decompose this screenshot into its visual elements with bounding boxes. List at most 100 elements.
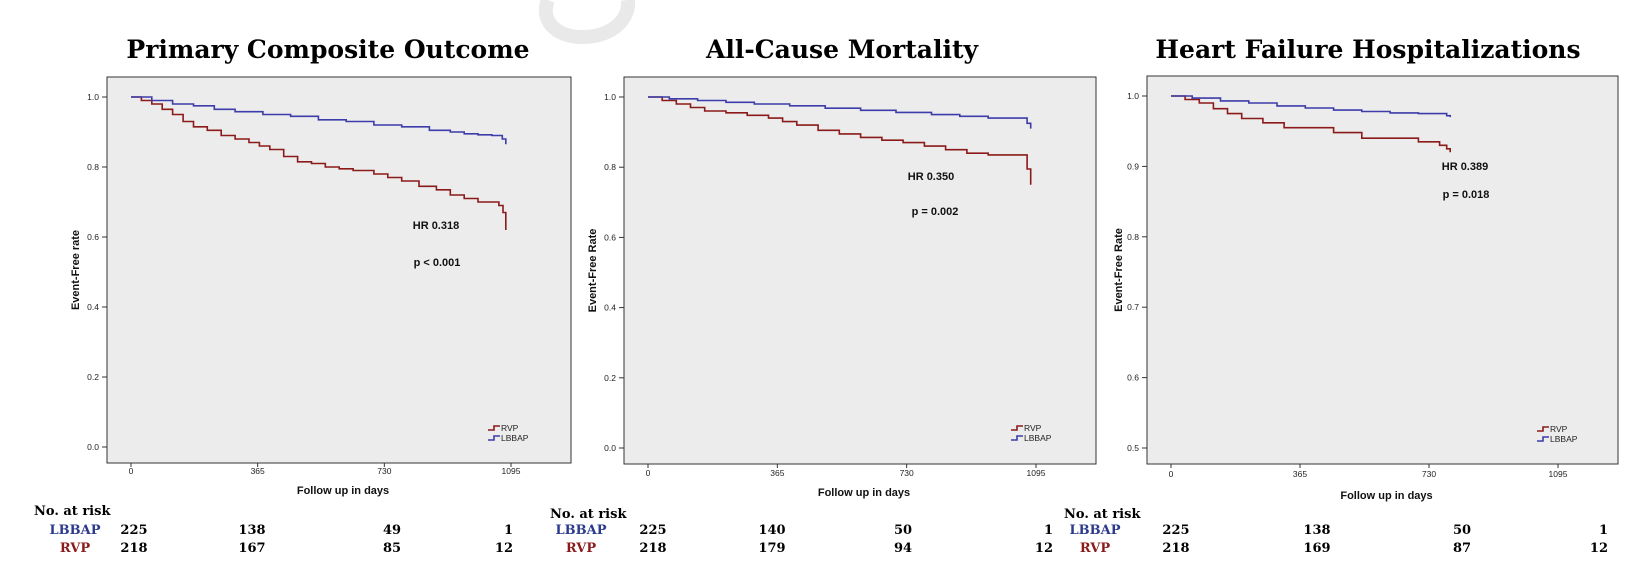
- x-tick-label: 1095: [1027, 468, 1046, 478]
- x-tick-label: 1095: [502, 466, 521, 476]
- risk-count: 218: [1162, 541, 1189, 556]
- risk-count: 179: [758, 541, 785, 556]
- series-line-rvp: [648, 96, 1032, 185]
- y-tick-label: 1.0: [87, 92, 99, 102]
- risk-count: 12: [1590, 541, 1608, 556]
- y-tick-label: 0.4: [87, 302, 99, 312]
- risk-table-label: No. at risk: [550, 507, 627, 522]
- legend-key-lbbap: [488, 435, 500, 441]
- y-tick-label: 0.6: [604, 232, 616, 242]
- x-tick-label: 0: [129, 466, 134, 476]
- legend-label-lbbap: LBBAP: [1550, 434, 1578, 444]
- legend-key-lbbap: [1011, 435, 1023, 441]
- risk-count: 138: [238, 523, 265, 538]
- y-tick-label: 1.0: [604, 92, 616, 102]
- risk-table-label: No. at risk: [1064, 507, 1141, 522]
- y-tick-label: 0.8: [87, 162, 99, 172]
- series-line-rvp: [131, 96, 507, 230]
- chart-title: Heart Failure Hospitalizations: [1155, 35, 1580, 64]
- legend-label-rvp: RVP: [1024, 423, 1042, 433]
- risk-group-rvp: RVP: [60, 541, 90, 556]
- series-line-lbbap: [131, 96, 507, 145]
- risk-count: 50: [1453, 523, 1471, 538]
- y-tick-label: 0.6: [87, 232, 99, 242]
- x-axis-label: Follow up in days: [1340, 490, 1432, 502]
- risk-count: 140: [758, 523, 785, 538]
- y-tick-label: 0.2: [87, 372, 99, 382]
- y-tick-label: 0.9: [1127, 161, 1139, 171]
- x-tick-label: 365: [251, 466, 265, 476]
- legend-key-rvp: [1537, 426, 1549, 432]
- x-tick-label: 730: [1422, 469, 1436, 479]
- risk-group-lbbap: LBBAP: [1070, 523, 1121, 538]
- y-axis-label: Event-Free Rate: [587, 229, 599, 313]
- risk-count: 94: [894, 541, 912, 556]
- hazard-ratio-label: HR 0.318: [413, 220, 459, 232]
- risk-count: 49: [383, 523, 401, 538]
- risk-count: 12: [495, 541, 513, 556]
- legend-key-lbbap: [1537, 436, 1549, 442]
- chart-title: All-Cause Mortality: [705, 35, 980, 64]
- legend-label-lbbap: LBBAP: [501, 433, 529, 443]
- x-tick-label: 1095: [1549, 469, 1568, 479]
- risk-count: 50: [894, 523, 912, 538]
- plot-area: [106, 76, 572, 464]
- x-axis-label: Follow up in days: [818, 487, 910, 499]
- legend-label-lbbap: LBBAP: [1024, 433, 1052, 443]
- legend-key-rvp: [488, 425, 500, 431]
- y-tick-label: 0.6: [1127, 373, 1139, 383]
- km-panel-3: Heart Failure Hospitalizations 0.5 0.6 0.7 0…: [1064, 35, 1619, 556]
- risk-count: 218: [639, 541, 666, 556]
- watermark-arc: [538, 0, 636, 44]
- x-tick-label: 365: [1293, 469, 1307, 479]
- p-value-label: p < 0.001: [414, 257, 461, 269]
- y-tick-label: 0.0: [604, 443, 616, 453]
- plot-area: [623, 76, 1097, 465]
- risk-count: 218: [120, 541, 147, 556]
- y-tick-label: 0.4: [604, 303, 616, 313]
- risk-count: 85: [383, 541, 401, 556]
- km-panel-2: All-Cause Mortality 0.0 0.2 0.4 0.6 0.8 1.0 0 36…: [550, 35, 1097, 556]
- risk-count: 225: [120, 523, 147, 538]
- y-tick-label: 1.0: [1127, 91, 1139, 101]
- x-axis-label: Follow up in days: [297, 485, 389, 497]
- series-line-rvp: [1171, 95, 1451, 153]
- km-panel-1: Primary Composite Outcome 0.0 0.2 0.4 0.6 0.8…: [34, 35, 572, 556]
- risk-count: 1: [1044, 523, 1053, 538]
- risk-count: 12: [1035, 541, 1053, 556]
- legend-label-rvp: RVP: [1550, 424, 1568, 434]
- y-axis-label: Event-Free rate: [70, 230, 82, 310]
- y-tick-label: 0.7: [1127, 302, 1139, 312]
- chart-title: Primary Composite Outcome: [126, 35, 529, 64]
- risk-count: 169: [1303, 541, 1330, 556]
- risk-count: 225: [639, 523, 666, 538]
- risk-count: 87: [1453, 541, 1471, 556]
- y-tick-label: 0.0: [87, 442, 99, 452]
- y-tick-label: 0.2: [604, 373, 616, 383]
- legend-key-rvp: [1011, 425, 1023, 431]
- hazard-ratio-label: HR 0.389: [1442, 161, 1488, 173]
- series-line-lbbap: [648, 96, 1032, 129]
- p-value-label: p = 0.002: [912, 206, 959, 218]
- risk-count: 1: [1599, 523, 1608, 538]
- risk-count: 225: [1162, 523, 1189, 538]
- risk-table-label: No. at risk: [34, 504, 111, 519]
- y-tick-label: 0.5: [1127, 443, 1139, 453]
- x-tick-label: 730: [377, 466, 391, 476]
- p-value-label: p = 0.018: [1443, 189, 1490, 201]
- y-axis-label: Event-Free Rate: [1113, 228, 1125, 312]
- x-tick-label: 0: [646, 468, 651, 478]
- plot-area: [1146, 75, 1619, 465]
- risk-group-lbbap: LBBAP: [556, 523, 607, 538]
- y-tick-label: 0.8: [1127, 232, 1139, 242]
- risk-count: 1: [504, 523, 513, 538]
- legend-label-rvp: RVP: [501, 423, 519, 433]
- risk-group-lbbap: LBBAP: [50, 523, 101, 538]
- hazard-ratio-label: HR 0.350: [908, 171, 954, 183]
- risk-group-rvp: RVP: [566, 541, 596, 556]
- risk-count: 138: [1303, 523, 1330, 538]
- x-tick-label: 0: [1169, 469, 1174, 479]
- x-tick-label: 365: [770, 468, 784, 478]
- x-tick-label: 730: [900, 468, 914, 478]
